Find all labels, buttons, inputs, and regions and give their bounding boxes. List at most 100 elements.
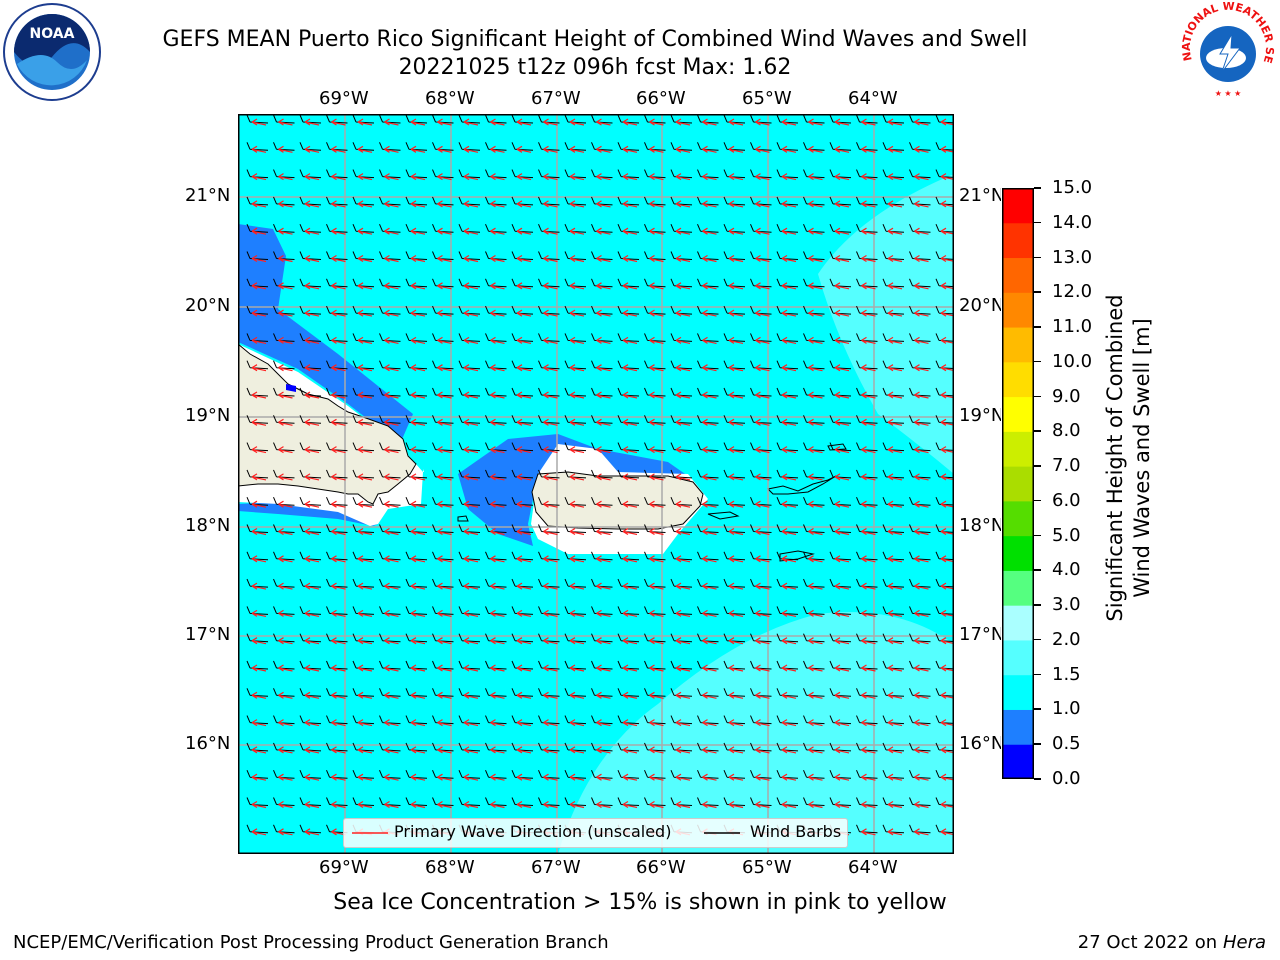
island-tiny-blue — [286, 384, 296, 392]
wave-arrow — [463, 500, 479, 508]
wave-arrow — [728, 446, 744, 454]
wave-arrow — [384, 500, 399, 508]
wave-arrow — [437, 609, 452, 617]
wave-arrow — [914, 336, 929, 344]
wave-arrow — [437, 200, 452, 208]
colorbar-segment — [1002, 466, 1034, 502]
wave-arrow — [861, 254, 876, 263]
wave-arrow — [596, 473, 611, 481]
wave-arrow — [649, 282, 664, 290]
wave-arrow — [384, 800, 399, 809]
wave-arrow — [569, 527, 585, 536]
wave-arrow — [490, 336, 505, 344]
colorbar-tick-label: 1.0 — [1052, 698, 1081, 720]
wave-arrow — [596, 664, 611, 672]
land-hispaniola — [238, 343, 417, 505]
wave-arrow — [437, 555, 452, 563]
wave-arrow — [304, 118, 320, 126]
lon-label-bottom: 66°W — [636, 857, 686, 878]
wave-arrow — [808, 637, 823, 645]
wave-arrow — [649, 719, 664, 727]
noaa-logo: NOAA — [2, 2, 102, 102]
lon-label-bottom: 65°W — [742, 857, 792, 878]
wave-arrow — [331, 637, 346, 645]
wave-arrow — [463, 227, 479, 235]
wave-arrow — [649, 773, 664, 781]
wave-arrow — [675, 609, 691, 617]
wave-arrow — [410, 336, 426, 344]
wave-arrow — [914, 500, 929, 508]
wave-arrow — [410, 118, 426, 126]
wave-arrow — [410, 691, 426, 699]
wave-arrow — [649, 145, 664, 153]
wave-arrow — [887, 746, 903, 754]
wave-arrow — [834, 336, 850, 344]
wave-arrow — [569, 309, 585, 317]
wave-arrow — [516, 746, 532, 754]
wave-arrow — [622, 227, 638, 235]
wave-arrow — [861, 500, 876, 508]
wave-arrow — [304, 800, 320, 809]
wave-arrow — [490, 773, 505, 781]
wave-arrow — [808, 336, 823, 344]
colorbar-tick-label: 2.0 — [1052, 628, 1081, 650]
wave-arrow — [808, 609, 823, 617]
wave-arrow — [251, 828, 267, 836]
wave-arrow — [728, 800, 744, 809]
wave-arrow — [410, 746, 426, 754]
wave-arrow — [516, 609, 532, 617]
wave-arrow — [755, 719, 770, 727]
wave-arrow — [834, 609, 850, 617]
wave-arrow — [569, 145, 585, 153]
wave-arrow — [304, 828, 320, 836]
wave-arrow — [516, 500, 532, 508]
wave-arrow — [914, 282, 929, 290]
wave-arrow — [490, 500, 505, 508]
wave-arrow — [384, 364, 399, 372]
wave-arrow — [861, 118, 876, 126]
colorbar-segment — [1002, 570, 1034, 606]
wave-arrow — [490, 637, 505, 645]
wave-arrow — [278, 145, 293, 153]
wave-arrow — [410, 800, 426, 809]
wave-arrow — [251, 336, 267, 344]
wave-arrow — [490, 309, 505, 317]
wave-arrow — [622, 746, 638, 754]
wave-arrow — [808, 227, 823, 235]
wave-arrow — [278, 364, 293, 372]
wave-arrow — [516, 364, 532, 372]
wave-arrow — [463, 282, 479, 290]
colorbar-tick-label: 13.0 — [1052, 246, 1093, 268]
wave-arrow — [781, 527, 797, 536]
wave-arrow — [596, 200, 611, 208]
wave-arrow — [516, 527, 532, 536]
colorbar-tick-label: 7.0 — [1052, 455, 1081, 477]
wave-arrow — [808, 664, 823, 672]
lat-label-right: 16°N — [959, 733, 1001, 754]
wave-arrow — [596, 609, 611, 617]
wave-arrow — [331, 118, 346, 126]
wave-arrow — [887, 555, 903, 563]
wave-arrow — [331, 391, 346, 399]
wave-arrow — [278, 527, 293, 536]
lon-label-bottom: 67°W — [531, 857, 581, 878]
wave-arrow — [463, 336, 479, 344]
wave-arrow — [278, 254, 293, 263]
wave-arrow — [331, 664, 346, 672]
wave-arrow — [410, 309, 426, 317]
colorbar-tick — [1034, 778, 1041, 780]
wave-arrow — [808, 118, 823, 126]
wave-arrow — [887, 609, 903, 617]
wave-arrow — [808, 145, 823, 153]
lat-label-left: 16°N — [185, 733, 231, 754]
wave-arrow — [543, 800, 558, 809]
wave-arrow — [808, 719, 823, 727]
gridlines — [238, 114, 954, 854]
legend: Primary Wave Direction (unscaled) Wind B… — [343, 818, 848, 848]
wave-arrow — [251, 254, 267, 263]
wave-arrow — [728, 118, 744, 126]
wave-arrow — [808, 527, 823, 536]
wave-arrow — [728, 664, 744, 672]
colorbar-tick-label: 5.0 — [1052, 524, 1081, 546]
wave-arrow — [251, 364, 267, 372]
